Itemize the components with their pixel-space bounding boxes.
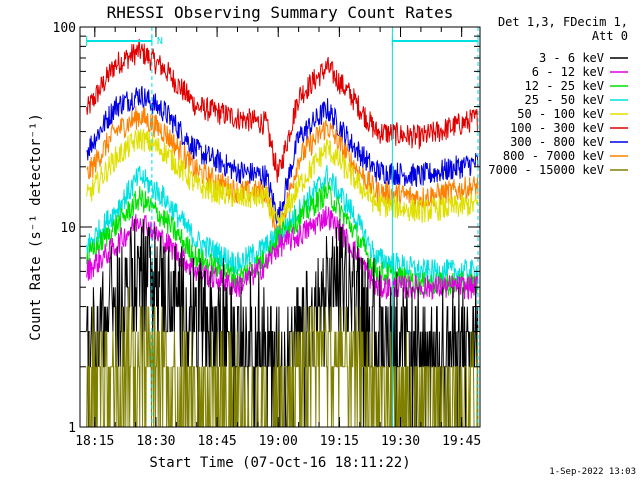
legend-entry-label-3: 25 - 50 keV bbox=[525, 93, 604, 107]
x-axis-label: Start Time (07-Oct-16 18:11:22) bbox=[149, 455, 410, 471]
x-tick-label-2: 18:45 bbox=[198, 434, 237, 449]
series-line-6 bbox=[86, 85, 479, 226]
legend-entry-label-7: 800 - 7000 keV bbox=[503, 149, 604, 163]
legend-header-1: Att 0 bbox=[592, 29, 628, 43]
x-tick-label-3: 19:00 bbox=[259, 434, 298, 449]
x-tick-label-6: 19:45 bbox=[442, 434, 481, 449]
legend-header-0: Det 1,3, FDecim 1, bbox=[498, 15, 628, 29]
series-line-2 bbox=[86, 182, 479, 296]
x-tick-label-0: 18:15 bbox=[75, 434, 114, 449]
y-tick-label-0: 1 bbox=[68, 421, 76, 436]
axis-layer: 1 10 100 18:15 18:30 18:45 19:00 19:15 19:30 19:4… bbox=[53, 21, 482, 449]
legend-entry-label-1: 6 - 12 keV bbox=[532, 65, 604, 79]
legend-entry-label-8: 7000 - 15000 keV bbox=[488, 163, 604, 177]
legend-entry-label-6: 300 - 800 keV bbox=[510, 135, 604, 149]
y-axis-label: Count Rate (s⁻¹ detector⁻¹) bbox=[28, 113, 44, 341]
x-tick-label-4: 19:15 bbox=[320, 434, 359, 449]
y-tick-label-2: 100 bbox=[53, 21, 76, 36]
footer-timestamp: 1-Sep-2022 13:03 bbox=[549, 467, 636, 477]
x-tick-label-5: 19:30 bbox=[381, 434, 420, 449]
series-line-5 bbox=[86, 38, 478, 183]
chart-title: RHESSI Observing Summary Count Rates bbox=[107, 3, 454, 22]
legend-entry-label-5: 100 - 300 keV bbox=[510, 121, 604, 135]
legend-entry-label-0: 3 - 6 keV bbox=[539, 51, 604, 65]
flag-label: N bbox=[157, 36, 163, 47]
legend-entry-label-4: 50 - 100 keV bbox=[517, 107, 604, 121]
y-tick-label-1: 10 bbox=[60, 221, 76, 236]
x-tick-label-1: 18:30 bbox=[136, 434, 175, 449]
legend-entry-label-2: 12 - 25 keV bbox=[525, 79, 604, 93]
